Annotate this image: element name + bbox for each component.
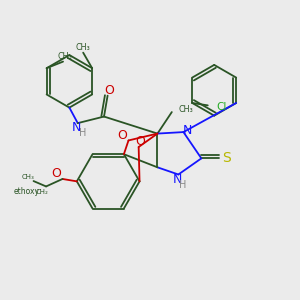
Text: O: O	[104, 84, 114, 97]
Text: O: O	[135, 134, 145, 148]
Text: CH₂: CH₂	[36, 189, 49, 195]
Text: ethoxy: ethoxy	[14, 187, 40, 196]
Text: O: O	[118, 129, 128, 142]
Text: N: N	[172, 173, 182, 186]
Text: CH₃: CH₃	[76, 43, 91, 52]
Text: O: O	[52, 167, 61, 180]
Text: CH₃: CH₃	[58, 52, 72, 61]
Text: CH₃: CH₃	[178, 105, 193, 114]
Text: Cl: Cl	[216, 102, 226, 112]
Text: H: H	[79, 128, 86, 138]
Text: H: H	[179, 180, 187, 190]
Text: N: N	[72, 121, 81, 134]
Text: CH₃: CH₃	[22, 175, 34, 181]
Text: N: N	[183, 124, 192, 137]
Text: S: S	[222, 151, 231, 165]
